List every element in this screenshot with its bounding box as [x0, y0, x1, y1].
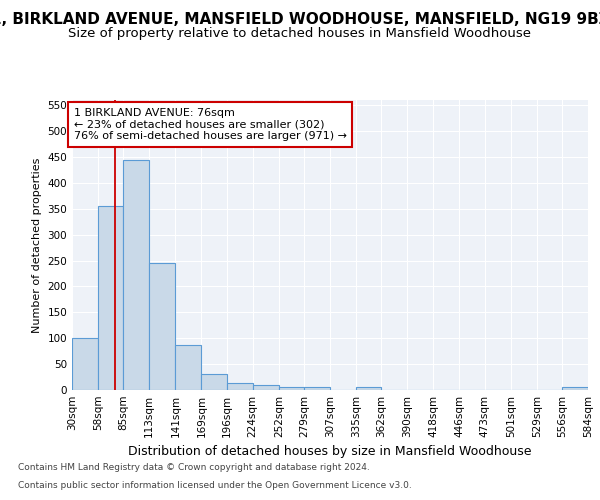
Bar — [72, 338, 98, 390]
Bar — [149, 263, 175, 390]
Bar — [279, 388, 304, 390]
Bar — [202, 374, 227, 390]
Text: 1, BIRKLAND AVENUE, MANSFIELD WOODHOUSE, MANSFIELD, NG19 9BZ: 1, BIRKLAND AVENUE, MANSFIELD WOODHOUSE,… — [0, 12, 600, 28]
X-axis label: Distribution of detached houses by size in Mansfield Woodhouse: Distribution of detached houses by size … — [128, 446, 532, 458]
Bar — [175, 345, 202, 390]
Bar — [356, 387, 381, 390]
Text: Size of property relative to detached houses in Mansfield Woodhouse: Size of property relative to detached ho… — [68, 28, 532, 40]
Text: Contains HM Land Registry data © Crown copyright and database right 2024.: Contains HM Land Registry data © Crown c… — [18, 464, 370, 472]
Bar — [123, 160, 149, 390]
Bar — [98, 206, 123, 390]
Bar — [227, 384, 253, 390]
Bar — [253, 386, 279, 390]
Text: 1 BIRKLAND AVENUE: 76sqm
← 23% of detached houses are smaller (302)
76% of semi-: 1 BIRKLAND AVENUE: 76sqm ← 23% of detach… — [74, 108, 347, 141]
Text: Contains public sector information licensed under the Open Government Licence v3: Contains public sector information licen… — [18, 481, 412, 490]
Bar — [304, 388, 330, 390]
Y-axis label: Number of detached properties: Number of detached properties — [32, 158, 42, 332]
Bar — [562, 388, 588, 390]
